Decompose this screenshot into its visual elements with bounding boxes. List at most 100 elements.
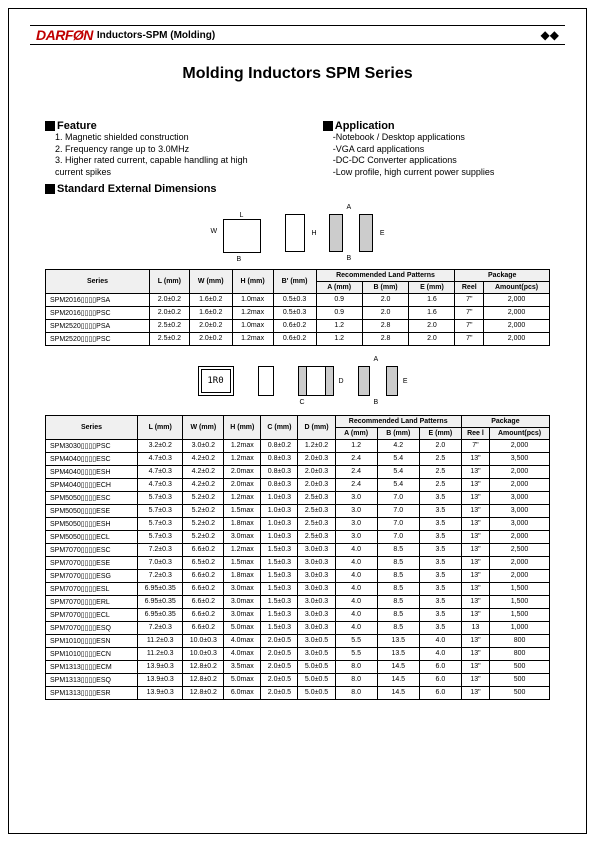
table-cell: 6.6±0.2 xyxy=(183,621,224,634)
table-cell: 2.0±0.5 xyxy=(261,647,298,660)
table-cell: SPM1313▯▯▯▯ECM xyxy=(46,660,138,673)
main-title: Molding Inductors SPM Series xyxy=(0,65,595,83)
table-cell: 2.5±0.2 xyxy=(150,319,190,332)
table-row: SPM7070▯▯▯▯ERL6.95±0.356.6±0.23.0max1.5±… xyxy=(46,595,550,608)
table-row: SPM1010▯▯▯▯ECN11.2±0.310.0±0.34.0max2.0±… xyxy=(46,647,550,660)
dimensions-heading: Standard External Dimensions xyxy=(57,183,217,195)
table-cell: 13.5 xyxy=(377,647,419,660)
table-cell: 13" xyxy=(461,595,489,608)
table-cell: 8.0 xyxy=(335,686,377,699)
table-cell: 4.0 xyxy=(335,569,377,582)
table-cell: 1.2 xyxy=(335,439,377,452)
table-cell: 3.5 xyxy=(419,517,461,530)
table-row: SPM1010▯▯▯▯ESN11.2±0.310.0±0.34.0max2.0±… xyxy=(46,634,550,647)
brand-p2: N xyxy=(83,27,93,43)
table-cell: 4.0 xyxy=(335,543,377,556)
header-icons: ◆◆ xyxy=(541,28,559,42)
table-cell: 6.95±0.35 xyxy=(138,582,183,595)
label-W: W xyxy=(211,228,218,235)
table-cell: 3.0±0.3 xyxy=(298,556,335,569)
t1-h-amt: Amount(pcs) xyxy=(484,281,550,293)
application-list: Notebook / Desktop applicationsVGA card … xyxy=(323,132,550,179)
table-cell: 12.8±0.2 xyxy=(183,686,224,699)
table-cell: 1.2±0.2 xyxy=(298,439,335,452)
t1-h-rec: Recommended Land Patterns xyxy=(316,269,455,281)
feature-heading: Feature xyxy=(57,120,97,132)
table-cell: 2.0±0.5 xyxy=(261,660,298,673)
table-cell: 5.0±0.5 xyxy=(298,660,335,673)
table-cell: 2.0 xyxy=(409,319,455,332)
t1-h-pkg: Package xyxy=(455,269,550,281)
table-cell: 4.0 xyxy=(419,647,461,660)
table-cell: 0.5±0.3 xyxy=(273,293,316,306)
table-cell: 4.2 xyxy=(377,439,419,452)
table-cell: 1.6±0.2 xyxy=(189,306,232,319)
table-row: SPM1313▯▯▯▯ESQ13.9±0.312.8±0.25.0max2.0±… xyxy=(46,673,550,686)
table-cell: 1.2max xyxy=(232,332,273,345)
table-cell: 2,000 xyxy=(490,478,550,491)
table-cell: 3.0max xyxy=(224,595,261,608)
table-cell: 14.5 xyxy=(377,686,419,699)
table-cell: 2.0 xyxy=(409,332,455,345)
table-cell: 13.9±0.3 xyxy=(138,673,183,686)
table-cell: 6.0 xyxy=(419,686,461,699)
table-cell: 13.9±0.3 xyxy=(138,686,183,699)
table-cell: 0.8±0.3 xyxy=(261,465,298,478)
table-cell: 10.0±0.3 xyxy=(183,634,224,647)
table-cell: 3.2±0.2 xyxy=(138,439,183,452)
top-view-box-2: 1R0 xyxy=(198,366,234,396)
application-item: DC-DC Converter applications xyxy=(333,155,550,167)
table-cell: 2.5 xyxy=(419,478,461,491)
table-cell: 2,000 xyxy=(490,556,550,569)
table-cell: 3.0max xyxy=(224,530,261,543)
label-D: D xyxy=(338,378,343,385)
t1-h-W: W (mm) xyxy=(189,269,232,293)
table-cell: 3.5 xyxy=(419,582,461,595)
table-cell: 8.5 xyxy=(377,582,419,595)
table-cell: 4.0 xyxy=(335,608,377,621)
table-cell: SPM7070▯▯▯▯ESL xyxy=(46,582,138,595)
table-cell: SPM3030▯▯▯▯PSC xyxy=(46,439,138,452)
table-cell: SPM2016▯▯▯▯PSC xyxy=(46,306,150,319)
brand-o: Ø xyxy=(73,27,83,43)
table-cell: 8.5 xyxy=(377,621,419,634)
table-cell: 4.7±0.3 xyxy=(138,452,183,465)
table-cell: 2.4 xyxy=(335,452,377,465)
table-cell: SPM1313▯▯▯▯ESQ xyxy=(46,673,138,686)
table-cell: 13" xyxy=(461,660,489,673)
spec-table-1: Series L (mm) W (mm) H (mm) B' (mm) Reco… xyxy=(45,269,550,346)
table-cell: SPM1010▯▯▯▯ESN xyxy=(46,634,138,647)
table-cell: 1.6±0.2 xyxy=(189,293,232,306)
table-cell: 1.5±0.3 xyxy=(261,608,298,621)
table-cell: 6.6±0.2 xyxy=(183,543,224,556)
table-row: SPM7070▯▯▯▯ECL6.95±0.356.6±0.23.0max1.5±… xyxy=(46,608,550,621)
table-cell: 13" xyxy=(461,634,489,647)
table-cell: 2.0±0.3 xyxy=(298,465,335,478)
label-Bp: B xyxy=(237,256,242,263)
table-cell: 11.2±0.3 xyxy=(138,647,183,660)
table-cell: SPM2520▯▯▯▯PSA xyxy=(46,319,150,332)
table-cell: 1.2max xyxy=(224,543,261,556)
table-cell: 11.2±0.3 xyxy=(138,634,183,647)
label-H: H xyxy=(311,230,316,237)
table-cell: 3.0±0.2 xyxy=(183,439,224,452)
table-cell: 3.5 xyxy=(419,504,461,517)
table-cell: 2.8 xyxy=(362,319,409,332)
table-cell: 800 xyxy=(490,647,550,660)
table-cell: 4.0 xyxy=(335,556,377,569)
table-cell: 3.0±0.3 xyxy=(298,595,335,608)
table-cell: 13.9±0.3 xyxy=(138,660,183,673)
table-cell: 1.5±0.3 xyxy=(261,556,298,569)
table-cell: 500 xyxy=(490,686,550,699)
table-cell: 7.2±0.3 xyxy=(138,569,183,582)
application-item: Low profile, high current power supplies xyxy=(333,167,550,179)
table-cell: 2.0±0.2 xyxy=(150,306,190,319)
table-cell: 1,000 xyxy=(490,621,550,634)
label-L: L xyxy=(223,212,261,219)
table-cell: 1.8max xyxy=(224,517,261,530)
table-row: SPM1313▯▯▯▯ECM13.9±0.312.8±0.23.5max2.0±… xyxy=(46,660,550,673)
table-cell: 7" xyxy=(455,293,484,306)
table-cell: 10.0±0.3 xyxy=(183,647,224,660)
table-cell: 5.0max xyxy=(224,621,261,634)
table-cell: 5.2±0.2 xyxy=(183,504,224,517)
